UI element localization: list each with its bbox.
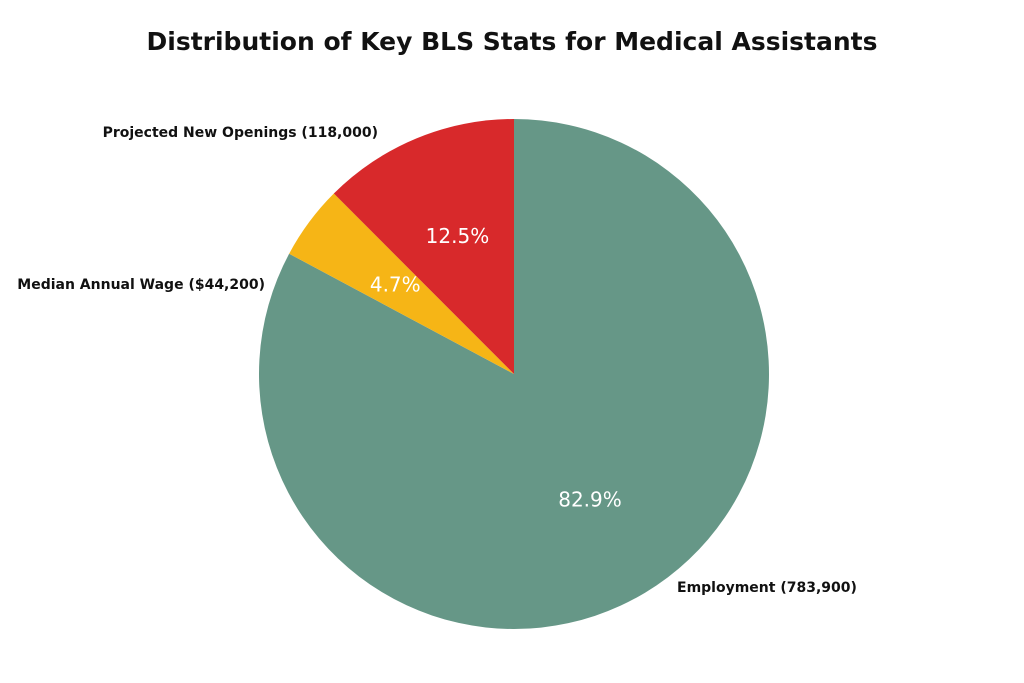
- slice-label-0: Employment (783,900): [677, 580, 857, 596]
- slice-label-2: Projected New Openings (118,000): [103, 125, 378, 141]
- slice-label-1: Median Annual Wage ($44,200): [17, 277, 265, 293]
- percent-label-2: 12.5%: [426, 224, 490, 248]
- slice-labels: Employment (783,900) Median Annual Wage (…: [17, 125, 857, 596]
- percent-label-0: 82.9%: [558, 487, 622, 511]
- chart-title: Distribution of Key BLS Stats for Medica…: [147, 27, 878, 56]
- pie-slices: [259, 119, 769, 629]
- pie-slice-2: [333, 119, 514, 374]
- percent-labels: 82.9% 4.7%12.5%: [370, 224, 622, 512]
- percent-label-1: 4.7%: [370, 272, 421, 296]
- pie-slice-1: [289, 193, 514, 374]
